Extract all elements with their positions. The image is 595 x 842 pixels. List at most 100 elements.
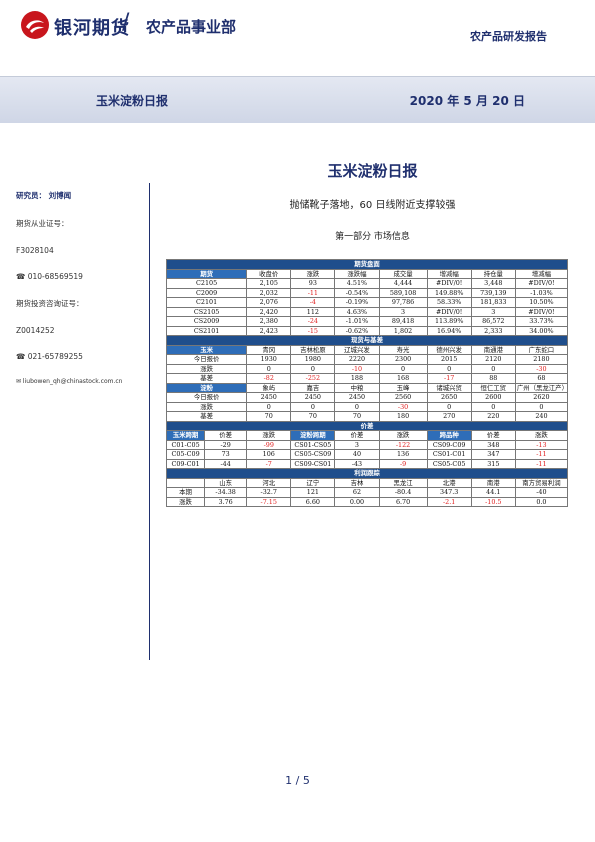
analyst-sidebar: 研究员： 刘博闻 期货从业证号： F3028104 ☎ 010-68569519… xyxy=(16,190,148,402)
table-cell: 2650 xyxy=(426,392,472,403)
column-header: 增减幅 xyxy=(514,268,569,279)
table-cell: -15 xyxy=(290,325,336,336)
report-title: 玉米淀粉日报 xyxy=(327,162,418,180)
table-cell: -24 xyxy=(290,316,336,327)
column-header: 南方贸易利润 xyxy=(514,477,569,488)
column-header: 寿光 xyxy=(378,344,428,355)
table-cell: -252 xyxy=(290,373,336,384)
table-row: C2101 2,076 -4 -0.19% 97,786 58.33% 181,833 10.… xyxy=(165,297,569,308)
table-cell: 6.60 xyxy=(290,496,336,507)
column-header: 跨品种 xyxy=(426,430,472,441)
table-row: 涨跌 0 0 -10 0 0 0 -30 xyxy=(165,363,569,374)
table-cell: C09-C01 xyxy=(165,458,206,469)
table-cell: 112 xyxy=(290,306,336,317)
table-cell: 0.0 xyxy=(514,496,569,507)
table-cell: 93 xyxy=(290,278,336,289)
column-header: 象屿 xyxy=(246,382,292,393)
table-cell: 348 xyxy=(470,439,516,450)
table-cell: 347 xyxy=(470,449,516,460)
table-cell: #DIV/0! xyxy=(514,278,569,289)
email-link[interactable]: ✉ liubowen_qh@chinastock.com.cn xyxy=(16,378,123,385)
table-cell: 4,444 xyxy=(378,278,428,289)
table-row: C01-C05 -29 -99 CS01-CS05 3 -122 CS09-C09 348 -1… xyxy=(165,439,569,450)
column-header: 涨跌 xyxy=(290,268,336,279)
table-cell: -10 xyxy=(334,363,380,374)
table-cell: 73 xyxy=(204,449,248,460)
table-cell: 3 xyxy=(378,306,428,317)
table-cell: -0.54% xyxy=(334,287,380,298)
table-row: 本期 -34.38 -32.7 121 62 -80.4 347.3 44.1 -40 xyxy=(165,487,569,498)
table-cell: 2450 xyxy=(334,392,380,403)
table-cell: 149.88% xyxy=(426,287,472,298)
table-row: C2105 2,105 93 4.51% 4,444 #DIV/0! 3,448 #DIV/0… xyxy=(165,278,569,289)
table-section-row: 价差 xyxy=(166,420,568,431)
table-cell: 106 xyxy=(246,449,292,460)
table-cell: 315 xyxy=(470,458,516,469)
table-cell: CS2105 xyxy=(165,306,248,317)
table-cell: 2,380 xyxy=(246,316,292,327)
table-cell: 今日报价 xyxy=(165,354,248,365)
phone-2: ☎ 021-65789255 xyxy=(16,352,83,361)
table-cell: 58.33% xyxy=(426,297,472,308)
table-cell: -44 xyxy=(204,458,248,469)
table-cell: 86,572 xyxy=(470,316,516,327)
table-cell: -122 xyxy=(378,439,428,450)
table-cell: -30 xyxy=(514,363,569,374)
column-header: 玉米跨期 xyxy=(165,430,206,441)
phone-1: ☎ 010-68569519 xyxy=(16,272,83,281)
license-number: F3028104 xyxy=(16,246,54,255)
column-header: 德州兴发 xyxy=(426,344,472,355)
table-cell: 70 xyxy=(290,411,336,422)
table-row: 今日报价 1930 1980 2220 2300 2015 2120 2180 xyxy=(165,354,569,365)
column-header: 北港 xyxy=(426,477,472,488)
section-title: 价差 xyxy=(166,420,568,431)
table-cell: CS09-C09 xyxy=(426,439,472,450)
column-header: 涨跌 xyxy=(514,430,569,441)
column-header: 吉林 xyxy=(334,477,380,488)
table-cell: -7 xyxy=(246,458,292,469)
table-cell: #DIV/0! xyxy=(514,306,569,317)
table-cell: 121 xyxy=(290,487,336,498)
page-number: 1 / 5 xyxy=(285,774,310,787)
table-cell: 0.00 xyxy=(334,496,380,507)
table-cell: CS01-CS05 xyxy=(290,439,336,450)
column-header: 价差 xyxy=(470,430,516,441)
table-cell: -11 xyxy=(514,449,569,460)
table-row: 玉米 青冈 吉林松原 辽城兴发 寿光 德州兴发 南通港 广东蛇口 xyxy=(165,344,569,355)
table-cell: 88 xyxy=(470,373,516,384)
column-header: 广州（黑龙江产） xyxy=(514,382,569,393)
table-cell: 1930 xyxy=(246,354,292,365)
column-header: 玉峰 xyxy=(378,382,428,393)
table-cell: -7.15 xyxy=(246,496,292,507)
table-row: CS2101 2,423 -15 -0.62% 1,802 16.94% 2,333 34.0… xyxy=(165,325,569,336)
table-cell: 44.1 xyxy=(470,487,516,498)
section-heading: 第一部分 市场信息 xyxy=(335,232,410,242)
title-band xyxy=(0,76,595,123)
logo-icon xyxy=(21,11,49,39)
table-cell: -82 xyxy=(246,373,292,384)
table-cell: 0 xyxy=(290,401,336,412)
table-cell: C05-C09 xyxy=(165,449,206,460)
column-header: 辽宁 xyxy=(290,477,336,488)
table-cell: 0 xyxy=(426,401,472,412)
table-row: 涨跌 0 0 0 -30 0 0 0 xyxy=(165,401,569,412)
table-cell: -11 xyxy=(514,458,569,469)
section-title: 现货与基差 xyxy=(166,335,568,346)
column-header: 成交量 xyxy=(378,268,428,279)
table-cell: 89,418 xyxy=(378,316,428,327)
table-row: 基差 70 70 70 180 270 220 240 xyxy=(165,411,569,422)
table-cell: C2101 xyxy=(165,297,248,308)
column-header: 涨跌 xyxy=(378,430,428,441)
table-section-row: 利润跟踪 xyxy=(166,468,568,479)
table-cell: 70 xyxy=(334,411,380,422)
table-cell: 2450 xyxy=(290,392,336,403)
column-header: 持仓量 xyxy=(470,268,516,279)
table-cell: -4 xyxy=(290,297,336,308)
table-cell: 0 xyxy=(334,401,380,412)
column-header: 价差 xyxy=(204,430,248,441)
table-cell: 113.89% xyxy=(426,316,472,327)
table-row: 期货 收盘价 涨跌 涨跌幅 成交量 增减幅 持仓量 增减幅 xyxy=(165,268,569,279)
column-header: 山东 xyxy=(204,477,248,488)
table-cell: C2105 xyxy=(165,278,248,289)
table-row: 山东 河北 辽宁 吉林 黑龙江 北港 南港 南方贸易利润 xyxy=(165,477,569,488)
